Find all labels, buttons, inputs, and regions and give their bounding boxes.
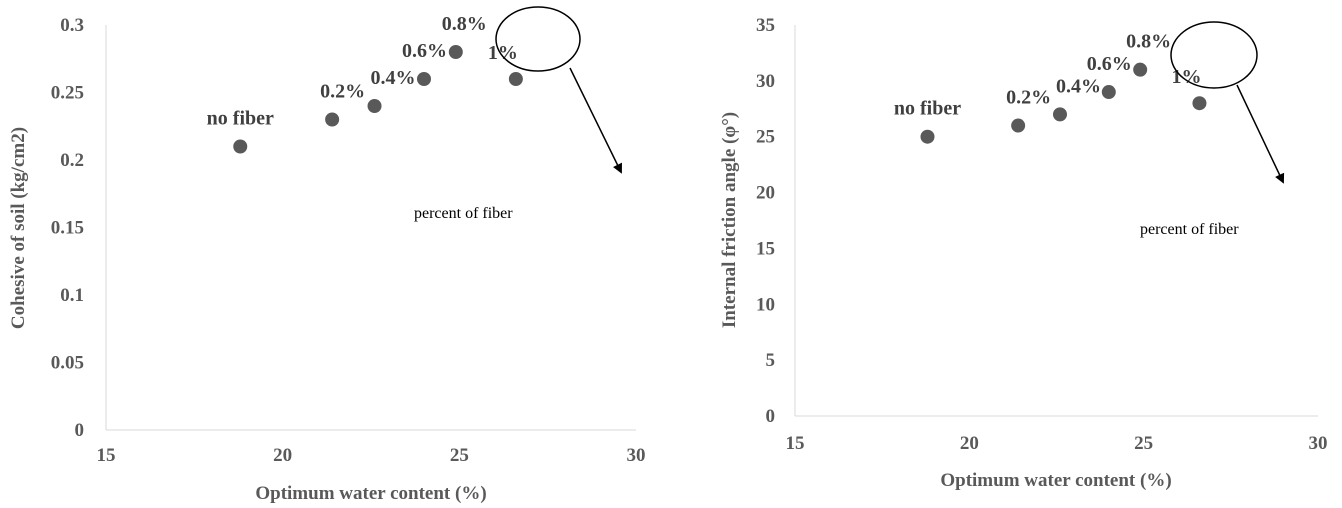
point-label: 1% <box>1171 66 1201 88</box>
point-label: 0.4% <box>371 67 416 89</box>
data-point <box>367 99 382 113</box>
y-tick-label: 10 <box>756 294 775 315</box>
point-label: no fiber <box>894 98 961 120</box>
point-label: no fiber <box>207 108 274 130</box>
data-point <box>233 139 248 154</box>
x-tick-label: 30 <box>627 445 646 466</box>
y-tick-label: 0.2 <box>60 150 84 171</box>
y-tick-label: 0.3 <box>60 15 84 36</box>
data-point <box>1192 96 1207 111</box>
callout-ellipse <box>1170 21 1258 89</box>
y-tick-label: 0.25 <box>51 83 84 104</box>
data-point <box>1052 107 1067 122</box>
y-tick-label: 25 <box>756 127 775 148</box>
point-label: 0.2% <box>1006 87 1051 109</box>
data-point <box>1011 118 1026 133</box>
y-tick-label: 5 <box>766 350 776 371</box>
data-point <box>448 45 463 59</box>
data-point <box>417 72 431 86</box>
data-point <box>508 72 523 86</box>
y-tick-label: 35 <box>756 15 775 36</box>
y-tick-label: 20 <box>756 183 775 204</box>
point-label: 0.8% <box>442 13 487 35</box>
data-point <box>1101 85 1116 100</box>
data-point <box>325 112 340 127</box>
data-point <box>1133 62 1148 77</box>
y-tick-label: 0 <box>75 420 85 441</box>
point-label: 0.6% <box>402 40 447 62</box>
callout-ellipse <box>495 6 581 72</box>
y-axis-title: Internal friction angle (φ°) <box>719 112 740 328</box>
point-label: 1% <box>488 42 518 64</box>
x-tick-label: 25 <box>450 445 469 466</box>
annotation-text: percent of fiber <box>414 205 513 222</box>
callout-arrow <box>1236 84 1285 184</box>
x-axis-title: Optimum water content (%) <box>255 483 486 504</box>
x-tick-label: 15 <box>786 433 805 454</box>
y-tick-label: 0.1 <box>60 285 84 306</box>
point-label: 0.6% <box>1087 53 1132 75</box>
point-label: 0.2% <box>320 81 365 103</box>
data-point <box>920 129 935 144</box>
annotation-text: percent of fiber <box>1140 221 1239 238</box>
x-tick-label: 20 <box>960 433 979 454</box>
y-tick-label: 0.05 <box>51 353 84 374</box>
y-axis-title: Cohesive of soil (kg/cm2) <box>8 127 29 329</box>
chart-2: 0 5 10 15 20 25 30 35 15 20 25 30 Optimum water cont… <box>719 15 1328 491</box>
y-tick-label: 0.15 <box>51 218 84 239</box>
y-tick-label: 15 <box>756 238 775 259</box>
chart-1: 0 0.05 0.1 0.15 0.2 0.25 0.3 15 20 25 30 Optimum wa… <box>8 6 646 504</box>
x-tick-label: 15 <box>97 445 116 466</box>
x-tick-label: 20 <box>273 445 292 466</box>
point-label: 0.8% <box>1126 31 1171 53</box>
y-tick-label: 30 <box>756 71 775 92</box>
x-axis-title: Optimum water content (%) <box>940 470 1171 491</box>
x-tick-label: 25 <box>1134 433 1153 454</box>
callout-arrow <box>569 67 622 174</box>
point-label: 0.4% <box>1056 75 1101 97</box>
y-tick-label: 0 <box>766 406 776 427</box>
x-tick-label: 30 <box>1309 433 1328 454</box>
